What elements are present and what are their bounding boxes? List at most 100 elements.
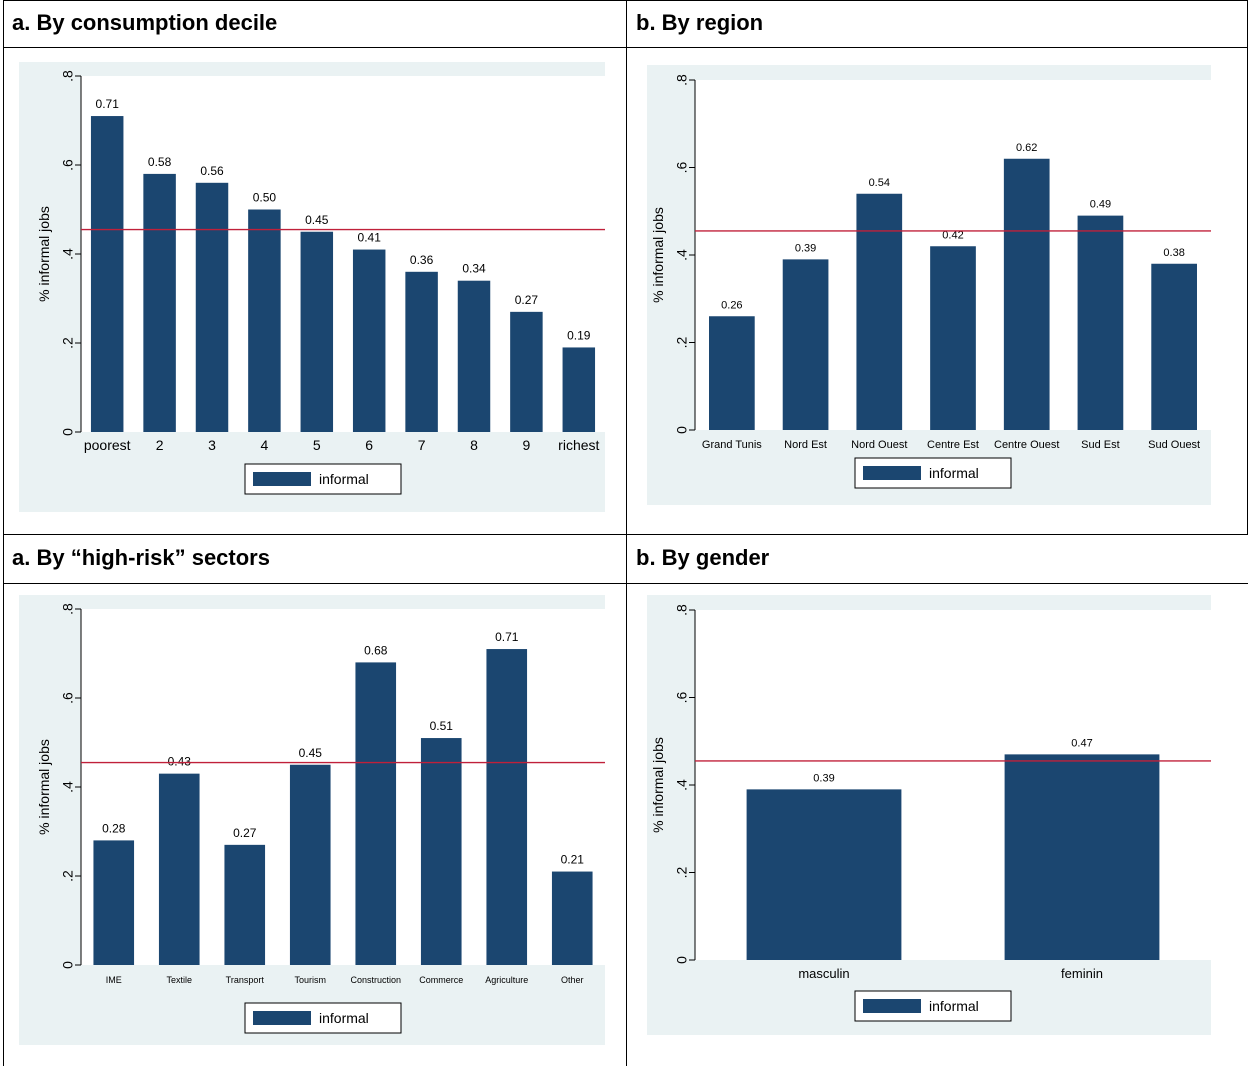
- bar: [352, 249, 386, 432]
- bar: [355, 662, 397, 965]
- bar-value-label: 0.51: [430, 719, 454, 733]
- x-category-label: Nord Ouest: [851, 439, 907, 451]
- x-category-label: Tourism: [294, 975, 326, 985]
- x-category-label: Grand Tunis: [702, 439, 762, 451]
- legend-swatch: [863, 999, 921, 1013]
- y-tick-label: .6: [60, 692, 76, 704]
- legend-label: informal: [319, 1010, 369, 1026]
- legend-swatch: [863, 466, 921, 480]
- bar-value-label: 0.71: [495, 630, 519, 644]
- bar-value-label: 0.54: [869, 177, 890, 189]
- bar: [709, 316, 755, 430]
- bar: [420, 738, 462, 965]
- border-top: [3, 0, 1248, 1]
- x-category-label: masculin: [798, 966, 849, 981]
- x-category-label: Construction: [350, 975, 401, 985]
- y-tick-label: .2: [60, 870, 76, 882]
- bar-value-label: 0.39: [813, 772, 834, 784]
- x-category-label: Sud Ouest: [1148, 439, 1200, 451]
- bar: [158, 773, 200, 965]
- bar: [405, 271, 438, 432]
- x-category-label: Commerce: [419, 975, 463, 985]
- y-tick-label: .8: [60, 70, 76, 82]
- bar-value-label: 0.28: [102, 821, 126, 835]
- y-axis-label: % informal jobs: [650, 207, 666, 303]
- y-tick-label: .8: [674, 74, 690, 86]
- chart-region: 0 .2 .4 .6 .8 % informal jobs 0.26 Grand Tunis 0…: [650, 74, 1211, 489]
- y-tick-label: .4: [674, 779, 690, 791]
- x-category-label: richest: [558, 437, 599, 453]
- chart-high-risk-sectors: 0 .2 .4 .6 .8 % informal jobs 0.28 IME 0.43 Texti…: [36, 603, 605, 1034]
- panel-title-gender: b. By gender: [636, 545, 770, 570]
- y-tick-label: 0: [674, 956, 690, 964]
- bar-value-label: 0.27: [515, 293, 539, 307]
- bar-value-label: 0.45: [305, 213, 329, 227]
- bar-value-label: 0.62: [1016, 142, 1037, 154]
- bar-value-label: 0.58: [148, 155, 172, 169]
- legend-swatch: [253, 1011, 311, 1025]
- bar: [300, 231, 334, 432]
- bar-value-label: 0.19: [567, 328, 591, 342]
- bar: [1004, 754, 1160, 960]
- bar-value-label: 0.50: [253, 191, 277, 205]
- bar-value-label: 0.21: [561, 853, 585, 867]
- bar: [195, 182, 229, 432]
- bar-value-label: 0.42: [942, 229, 963, 241]
- bar-value-label: 0.45: [299, 746, 323, 760]
- x-category-label: poorest: [84, 437, 131, 453]
- chart-gender: 0 .2 .4 .6 .8 % informal jobs 0.39 masculin 0.47…: [650, 604, 1211, 1022]
- y-tick-label: .4: [674, 249, 690, 261]
- y-tick-label: 0: [674, 426, 690, 434]
- x-category-label: 3: [208, 437, 216, 453]
- bar: [1077, 215, 1124, 430]
- y-tick-label: .8: [674, 604, 690, 616]
- bar: [510, 311, 543, 432]
- legend-label: informal: [319, 471, 369, 487]
- bar-value-label: 0.39: [795, 242, 816, 254]
- y-tick-label: .2: [674, 866, 690, 878]
- bar: [457, 280, 491, 432]
- bar: [551, 871, 593, 965]
- y-tick-label: .4: [60, 781, 76, 793]
- panel-title-region: b. By region: [636, 10, 764, 35]
- x-category-label: 9: [523, 437, 531, 453]
- bar-value-label: 0.49: [1090, 199, 1111, 211]
- chart-background-gender: 0 .2 .4 .6 .8 % informal jobs 0.39 masculin 0.47…: [647, 595, 1211, 1035]
- y-tick-label: .6: [60, 159, 76, 171]
- bar: [562, 347, 596, 432]
- bar-value-label: 0.68: [364, 643, 388, 657]
- bar: [930, 246, 976, 430]
- x-category-label: Agriculture: [485, 975, 528, 985]
- bar-value-label: 0.47: [1071, 737, 1092, 749]
- border-center: [626, 0, 627, 1066]
- border-title-row-1: [3, 47, 1248, 48]
- x-category-label: Transport: [226, 975, 265, 985]
- y-axis-label: % informal jobs: [36, 739, 52, 835]
- x-category-label: 2: [156, 437, 164, 453]
- bar: [1151, 263, 1197, 430]
- bar: [486, 649, 528, 965]
- y-tick-label: .4: [60, 248, 76, 260]
- chart-consumption-decile: 0 .2 .4 .6 .8 % informal jobs 0.71 poorest 0.58 2…: [36, 70, 605, 495]
- y-tick-label: 0: [60, 428, 76, 436]
- legend-label: informal: [929, 465, 979, 481]
- bar: [746, 789, 902, 960]
- x-category-label: Sud Est: [1081, 439, 1120, 451]
- bar: [248, 209, 281, 432]
- y-tick-label: .2: [60, 337, 76, 349]
- x-category-label: 4: [261, 437, 269, 453]
- bar-value-label: 0.26: [721, 299, 742, 311]
- bar: [143, 173, 176, 432]
- x-category-label: Centre Est: [927, 439, 979, 451]
- y-axis-label: % informal jobs: [650, 737, 666, 833]
- x-category-label: Centre Ouest: [994, 439, 1059, 451]
- x-category-label: Textile: [166, 975, 192, 985]
- y-axis-label: % informal jobs: [36, 206, 52, 302]
- x-category-label: feminin: [1061, 966, 1103, 981]
- bar-value-label: 0.41: [358, 231, 382, 245]
- bar-value-label: 0.56: [200, 164, 224, 178]
- x-category-label: IME: [106, 975, 122, 985]
- y-tick-label: .2: [674, 336, 690, 348]
- border-middle: [3, 534, 1248, 535]
